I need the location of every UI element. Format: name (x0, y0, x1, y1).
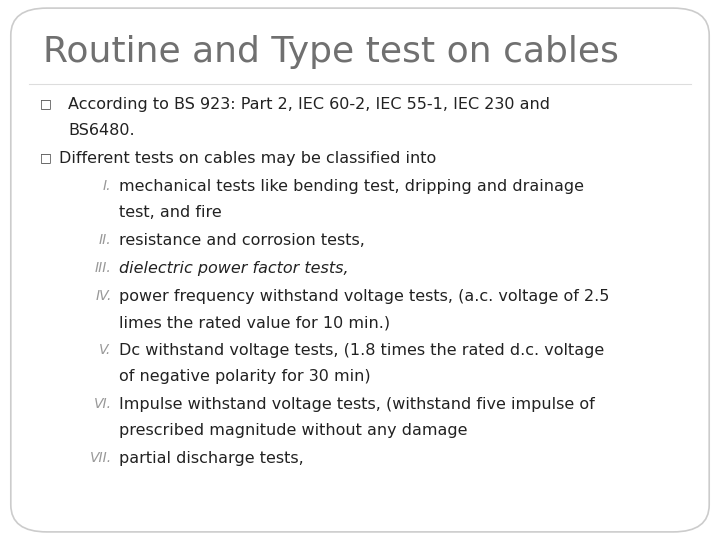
Text: Dc withstand voltage tests, (1.8 times the rated d.c. voltage: Dc withstand voltage tests, (1.8 times t… (119, 343, 604, 359)
Text: resistance and corrosion tests,: resistance and corrosion tests, (119, 233, 364, 248)
Text: power frequency withstand voltage tests, (a.c. voltage of 2.5: power frequency withstand voltage tests,… (119, 289, 609, 305)
Text: test, and fire: test, and fire (119, 205, 222, 220)
Text: According to BS 923: Part 2, IEC 60-2, IEC 55-1, IEC 230 and: According to BS 923: Part 2, IEC 60-2, I… (68, 97, 550, 112)
Text: BS6480.: BS6480. (68, 123, 135, 138)
Text: dielectric power factor tests,: dielectric power factor tests, (119, 261, 348, 276)
Text: III.: III. (95, 261, 112, 275)
Text: mechanical tests like bending test, dripping and drainage: mechanical tests like bending test, drip… (119, 179, 584, 194)
Text: Impulse withstand voltage tests, (withstand five impulse of: Impulse withstand voltage tests, (withst… (119, 397, 595, 413)
FancyBboxPatch shape (11, 8, 709, 532)
Text: V.: V. (99, 343, 112, 357)
Text: □: □ (40, 97, 51, 110)
Text: partial discharge tests,: partial discharge tests, (119, 451, 304, 467)
Text: IV.: IV. (95, 289, 112, 303)
Text: Routine and Type test on cables: Routine and Type test on cables (43, 35, 619, 69)
Text: Different tests on cables may be classified into: Different tests on cables may be classif… (59, 151, 436, 166)
Text: VI.: VI. (94, 397, 112, 411)
Text: II.: II. (99, 233, 112, 247)
Text: I.: I. (103, 179, 112, 193)
Text: limes the rated value for 10 min.): limes the rated value for 10 min.) (119, 315, 390, 330)
Text: □: □ (40, 151, 51, 164)
Text: VII.: VII. (89, 451, 112, 465)
Text: prescribed magnitude without any damage: prescribed magnitude without any damage (119, 423, 467, 438)
Text: of negative polarity for 30 min): of negative polarity for 30 min) (119, 369, 370, 384)
